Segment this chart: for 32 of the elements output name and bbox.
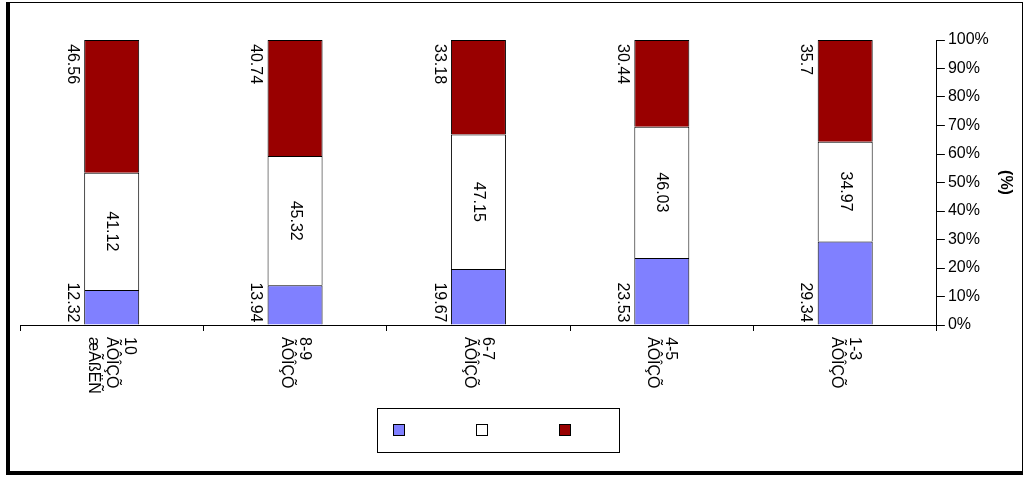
data-label: 23.53: [614, 282, 632, 323]
y-tick-label: 90%: [947, 58, 980, 76]
data-label: 41.12: [104, 211, 122, 252]
y-tick-label: 10%: [947, 286, 980, 304]
data-label: 45.32: [287, 200, 305, 241]
y-tick-label: 50%: [947, 172, 980, 190]
data-label: 34.97: [837, 171, 855, 212]
x-tick-label: 6-7 ÃÔÎÇÕ: [462, 337, 498, 389]
data-label: 46.56: [64, 44, 82, 85]
data-label: 46.03: [654, 172, 672, 213]
y-tick-label: 20%: [947, 258, 980, 276]
data-label: 12.32: [64, 282, 82, 323]
y-tick-label: 0%: [947, 315, 971, 333]
y-tick-label: 40%: [947, 201, 980, 219]
y-tick-label: 60%: [947, 144, 980, 162]
y-tick-label: 70%: [947, 115, 980, 133]
data-label: 33.18: [431, 44, 449, 85]
y-tick-label: 100%: [947, 30, 989, 48]
data-label: 35.7: [798, 43, 816, 76]
x-tick-label: 8-9 ÃÔÎÇÕ: [278, 337, 314, 389]
x-tick-label: 1-3 ÃÔÎÇÕ: [828, 337, 864, 389]
data-label: 29.34: [798, 282, 816, 323]
data-label: 30.44: [614, 44, 632, 85]
data-label: 47.15: [471, 181, 489, 222]
x-tick-label: 4-5 ÃÔÎÇÕ: [645, 337, 681, 389]
data-label: 19.67: [431, 282, 449, 323]
y-tick-label: 30%: [947, 229, 980, 247]
x-tick-label: 10 ÃÔÎÇÕ æÃßËÑ: [86, 337, 140, 394]
data-label: 40.74: [248, 44, 266, 85]
data-label: 13.94: [248, 282, 266, 323]
y-axis-title: (%): [997, 170, 1015, 195]
y-tick-label: 80%: [947, 87, 980, 105]
